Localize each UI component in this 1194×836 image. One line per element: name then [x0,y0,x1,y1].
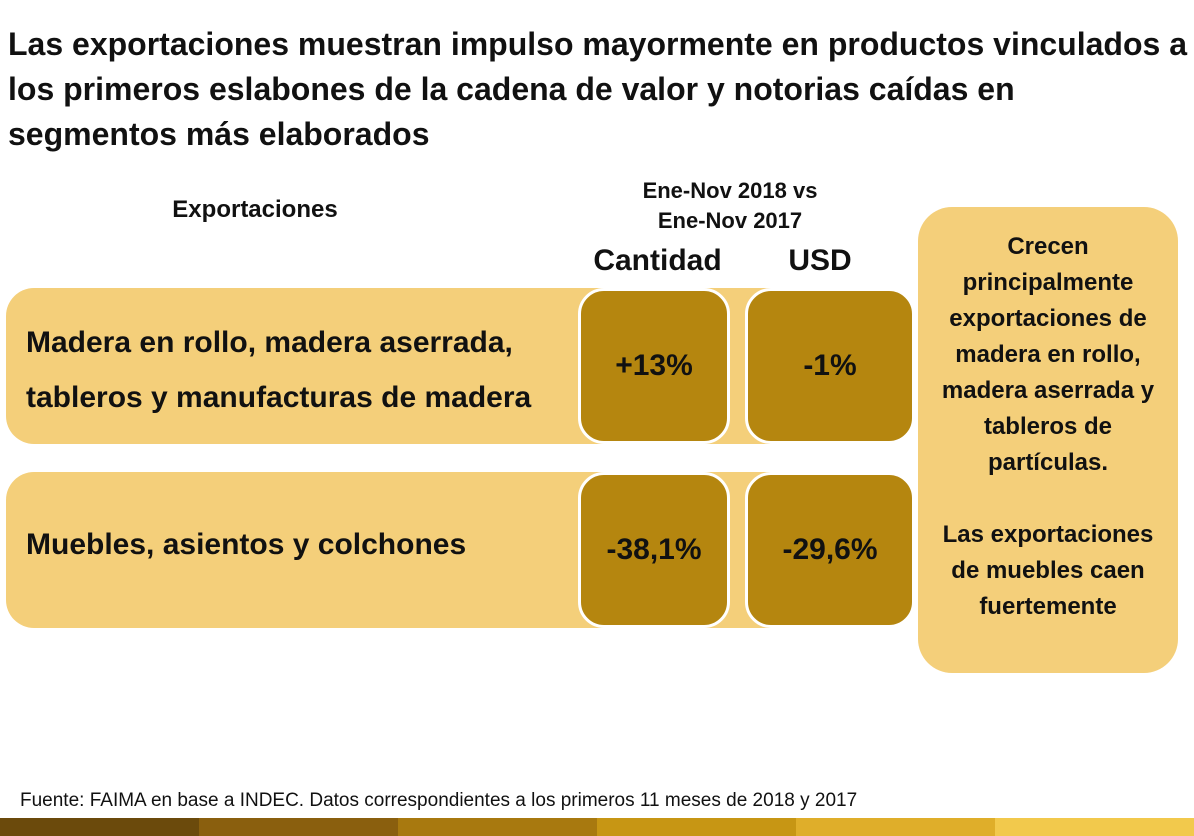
source-note: Fuente: FAIMA en base a INDEC. Datos cor… [20,790,858,811]
page-title: Las exportaciones muestran impulso mayor… [8,26,1187,152]
footer-strip-segment [0,818,199,836]
exports-column-header: Exportaciones [172,196,338,223]
period-header: Ene-Nov 2018 vs Ene-Nov 2017 [590,176,870,236]
wood-quantity-value: +13% [578,288,730,444]
footer-strip-segment [597,818,796,836]
row-wood-products-label: Madera en rollo, madera aserrada, tabler… [26,315,586,425]
period-line-1: Ene-Nov 2018 vs [642,178,818,203]
furniture-usd-value: -29,6% [745,472,915,628]
side-note-box: Crecen principalmente exportaciones de m… [918,207,1178,673]
usd-column-header: USD [788,244,852,277]
side-note-paragraph-2: Las exportaciones de muebles caen fuerte… [942,521,1154,620]
footer-strip-segment [995,818,1194,836]
footer-strip-segment [398,818,597,836]
footer-strip-segment [199,818,398,836]
row-wood-label-line-1: Madera en rollo, madera aserrada, [26,326,513,359]
footer-strip-segment [796,818,995,836]
period-line-2: Ene-Nov 2017 [657,208,803,233]
row-furniture-label: Muebles, asientos y colchones [26,528,467,561]
row-wood-label-line-2: tableros y manufacturas de madera [26,381,532,414]
side-note-paragraph-1: Crecen principalmente exportaciones de m… [941,233,1155,476]
footer-color-strip [0,818,1194,836]
quantity-column-header: Cantidad [593,244,722,277]
wood-usd-value: -1% [745,288,915,444]
furniture-quantity-value: -38,1% [578,472,730,628]
